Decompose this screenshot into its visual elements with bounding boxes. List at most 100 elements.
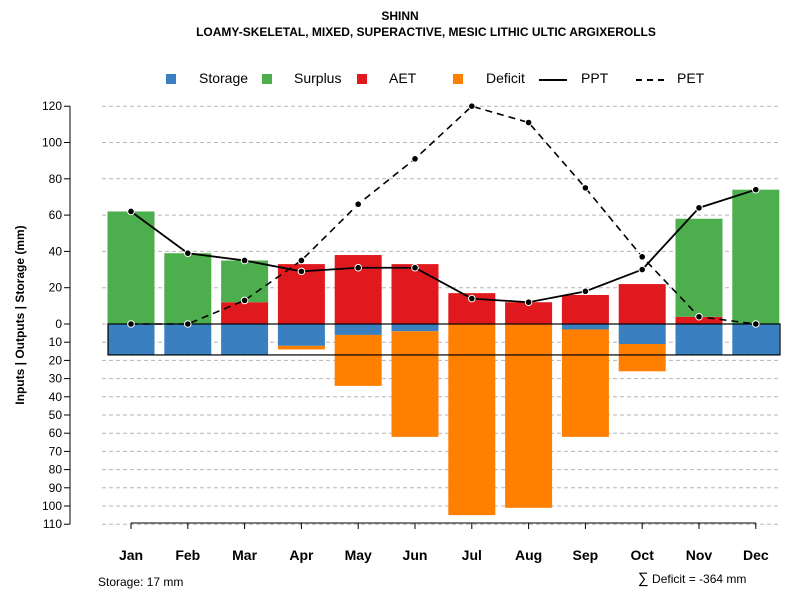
water-storage-outline xyxy=(107,323,781,356)
deficit-bar xyxy=(334,334,382,386)
y-tick-label: 80 xyxy=(49,463,63,477)
legend-deficit-label: Deficit xyxy=(486,70,525,86)
y-tick-label: 60 xyxy=(49,426,63,440)
surplus-bar xyxy=(732,189,780,324)
x-tick-label-jul: Jul xyxy=(462,547,482,563)
pet-point xyxy=(354,200,363,209)
aet-bar xyxy=(561,294,609,324)
chart-title: SHINN xyxy=(381,9,419,23)
pet-point xyxy=(752,320,760,328)
x-tick-label-oct: Oct xyxy=(631,547,655,563)
storage-bar xyxy=(164,324,212,355)
ppt-point xyxy=(581,287,590,296)
ppt-point xyxy=(752,185,760,194)
legend-aet-swatch xyxy=(357,74,367,84)
storage-bar xyxy=(334,324,382,335)
x-tick-label-apr: Apr xyxy=(289,547,314,563)
surplus-bar xyxy=(675,218,723,317)
ppt-point xyxy=(468,294,476,303)
legend-surplus-swatch xyxy=(262,74,272,84)
y-tick-label: 20 xyxy=(49,353,63,367)
y-tick-label: 30 xyxy=(49,372,63,386)
pet-point xyxy=(127,320,135,328)
pet-point xyxy=(468,102,476,110)
surplus-bar xyxy=(107,211,155,324)
storage-bar xyxy=(732,324,780,355)
y-tick-label: 80 xyxy=(49,172,63,186)
pet-line xyxy=(131,105,756,325)
deficit-bar xyxy=(277,345,325,350)
y-tick-label: 100 xyxy=(42,499,62,513)
storage-bar xyxy=(277,324,325,346)
y-tick-label: 120 xyxy=(42,99,62,113)
y-tick-label: 40 xyxy=(49,244,63,258)
deficit-bar xyxy=(391,331,439,437)
y-tick-label: 100 xyxy=(42,136,62,150)
x-tick-label-feb: Feb xyxy=(175,547,200,563)
storage-bar xyxy=(618,324,666,345)
deficit-bar xyxy=(618,344,666,372)
ppt-point xyxy=(638,265,647,274)
pet-point xyxy=(297,256,306,265)
x-tick-label-mar: Mar xyxy=(232,547,257,563)
y-tick-label: 50 xyxy=(49,408,63,422)
legend-deficit-swatch xyxy=(453,74,463,84)
storage-footnote: Storage: 17 mm xyxy=(98,575,184,589)
x-tick-label-jan: Jan xyxy=(119,547,143,563)
ppt-point xyxy=(354,263,363,272)
aet-bar xyxy=(505,302,553,324)
y-tick-label: 70 xyxy=(49,444,63,458)
legend-surplus-label: Surplus xyxy=(294,70,342,86)
storage-bar xyxy=(107,324,155,355)
pet-point xyxy=(524,118,533,127)
storage-bar xyxy=(675,324,723,355)
pet-point xyxy=(638,253,647,261)
y-tick-label: 90 xyxy=(49,481,63,495)
ppt-point xyxy=(184,249,192,258)
deficit-bar xyxy=(505,324,553,508)
legend-ppt-label: PPT xyxy=(581,70,609,86)
pet-point xyxy=(411,155,419,163)
chart-subtitle: LOAMY-SKELETAL, MIXED, SUPERACTIVE, MESI… xyxy=(196,25,656,39)
aet-bar xyxy=(221,302,269,324)
pet-point xyxy=(695,312,703,321)
ppt-point xyxy=(297,267,306,276)
aet-bar xyxy=(391,264,439,324)
pet-point xyxy=(240,296,249,305)
ppt-point xyxy=(524,298,533,307)
y-tick-label: 20 xyxy=(49,281,63,295)
x-tick-label-aug: Aug xyxy=(515,547,542,563)
ppt-point xyxy=(695,204,703,212)
legend-storage-label: Storage xyxy=(199,70,249,86)
ppt-point xyxy=(411,263,419,272)
surplus-bar xyxy=(221,260,269,303)
x-tick-label-jun: Jun xyxy=(403,547,428,563)
deficit-bar xyxy=(448,324,496,516)
x-tick-label-dec: Dec xyxy=(743,547,769,563)
legend-pet-label: PET xyxy=(677,70,705,86)
deficit-total-label: Deficit = -364 mm xyxy=(652,572,747,586)
pet-point xyxy=(581,184,590,192)
y-tick-label: 0 xyxy=(55,317,62,331)
storage-bar xyxy=(391,324,439,332)
x-tick-label-nov: Nov xyxy=(686,547,713,563)
y-tick-label: 10 xyxy=(49,335,63,349)
y-tick-label: 110 xyxy=(43,517,62,531)
legend-storage-swatch xyxy=(166,74,176,84)
ppt-point xyxy=(240,256,249,265)
storage-bar xyxy=(561,324,609,330)
x-tick-label-sep: Sep xyxy=(573,547,599,563)
deficit-footnote: ∑ Deficit = -364 mm xyxy=(638,570,746,587)
y-tick-label: 40 xyxy=(49,390,63,404)
ppt-point xyxy=(127,207,135,216)
legend-pet-line xyxy=(636,79,664,81)
legend-ppt-line xyxy=(539,79,567,81)
x-tick-label-may: May xyxy=(345,547,372,563)
y-tick-label: 60 xyxy=(49,208,63,222)
surplus-bar xyxy=(164,253,212,324)
storage-bar xyxy=(221,324,269,355)
pet-point xyxy=(184,320,192,328)
aet-bar xyxy=(618,284,666,324)
deficit-bar xyxy=(561,329,609,437)
